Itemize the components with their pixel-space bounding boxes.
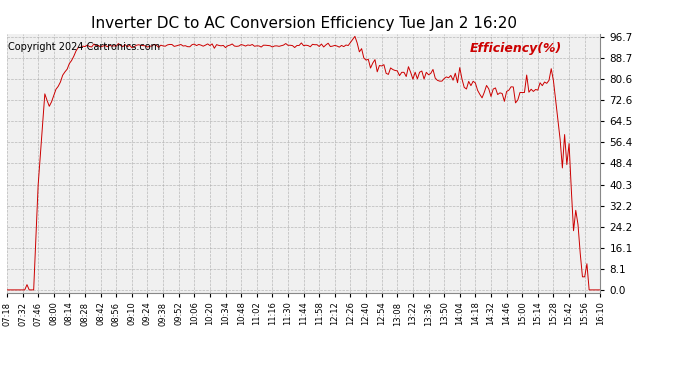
Text: Efficiency(%): Efficiency(%) (470, 42, 562, 54)
Text: Copyright 2024 Cartronics.com: Copyright 2024 Cartronics.com (8, 42, 160, 51)
Title: Inverter DC to AC Conversion Efficiency Tue Jan 2 16:20: Inverter DC to AC Conversion Efficiency … (90, 16, 517, 31)
